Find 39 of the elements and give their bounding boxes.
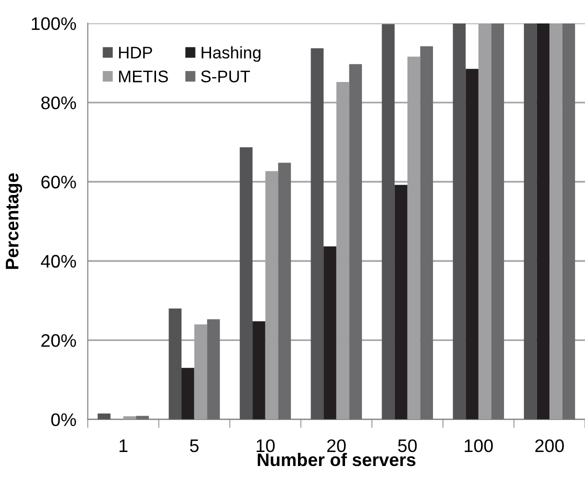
bar xyxy=(536,23,550,420)
bar xyxy=(562,23,576,420)
y-tick-label: 40% xyxy=(40,254,76,268)
bar xyxy=(349,64,362,420)
x-tick-label: 5 xyxy=(190,440,199,452)
bar xyxy=(98,413,110,420)
bar xyxy=(207,319,220,420)
bar xyxy=(324,246,336,420)
bar xyxy=(168,308,182,420)
bar xyxy=(491,23,504,420)
bar xyxy=(452,23,466,420)
legend-label: Hashing xyxy=(202,46,260,62)
bar xyxy=(252,321,266,420)
bar xyxy=(420,46,433,420)
y-tick-label: 60% xyxy=(41,176,76,188)
bar xyxy=(182,368,194,420)
x-tick-label: 10 xyxy=(256,439,275,452)
bar xyxy=(466,68,478,420)
x-axis-title: Number of servers xyxy=(258,452,416,466)
y-axis-title: Percentage xyxy=(6,173,22,269)
x-tick-label: 200 xyxy=(535,439,564,452)
x-tick-label: 1 xyxy=(120,440,128,452)
bar xyxy=(382,24,395,420)
y-tick-label: 0% xyxy=(51,413,76,426)
bar xyxy=(524,23,537,420)
bar xyxy=(310,48,324,420)
y-tick-label: 100% xyxy=(32,17,76,30)
y-tick-label: 80% xyxy=(41,96,76,110)
bar xyxy=(240,147,253,420)
bar xyxy=(549,23,562,420)
legend-label: S-PUT xyxy=(201,70,250,82)
bar xyxy=(278,162,291,420)
x-tick-label: 100 xyxy=(464,439,493,452)
legend-label: METIS xyxy=(119,70,168,82)
y-tick-label: 20% xyxy=(41,334,76,347)
bar xyxy=(394,184,408,420)
x-tick-label: 50 xyxy=(398,439,417,452)
legend-label: HDP xyxy=(119,46,152,58)
x-tick-label: 20 xyxy=(327,439,346,452)
